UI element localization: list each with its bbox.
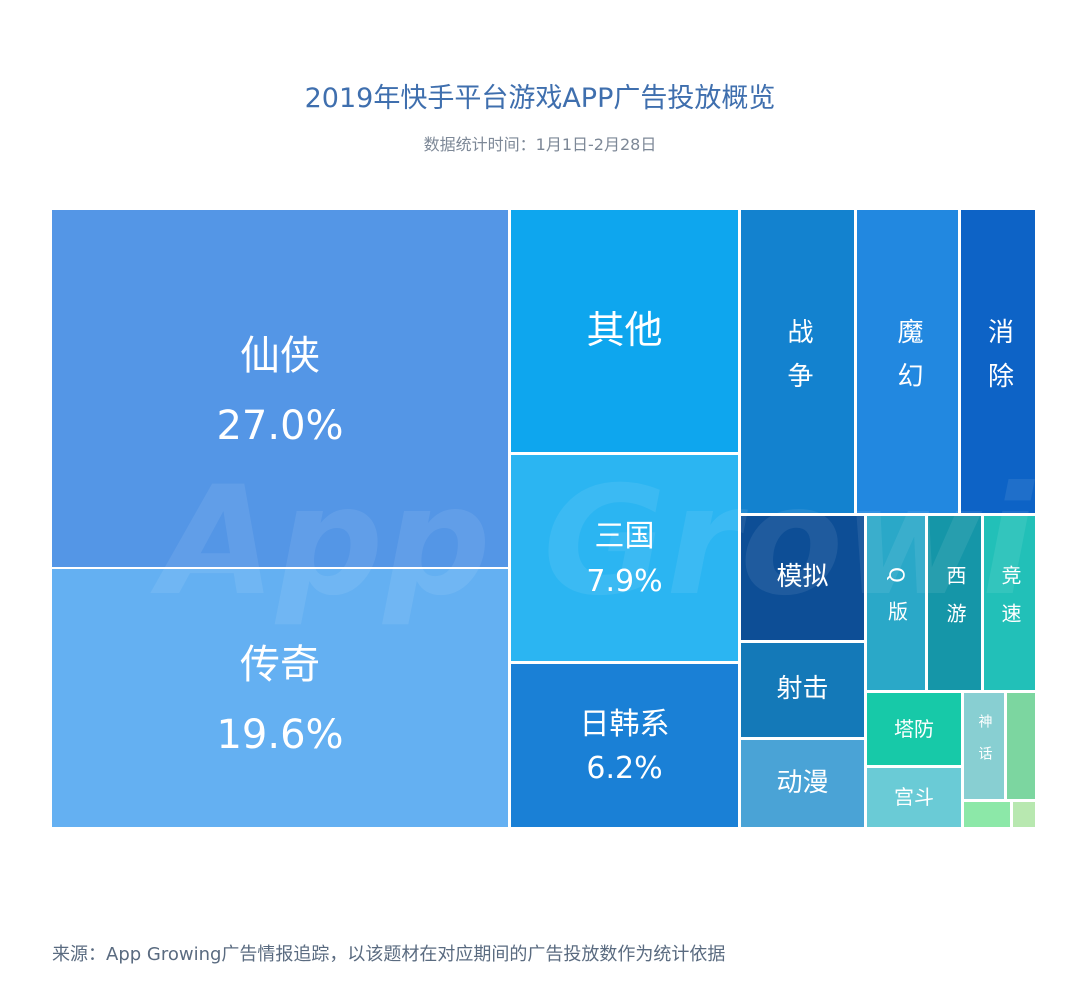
cell-label: 其他 [586, 308, 663, 353]
chart-title: 2019年快手平台游戏APP广告投放概览 [304, 83, 776, 114]
treemap-cell [1007, 693, 1035, 799]
cell-value-label: 19.6% [216, 712, 344, 758]
cell-label: 西游 [943, 565, 967, 641]
cell-label: 动漫 [776, 767, 829, 798]
cell-value-label: 27.0% [216, 402, 344, 449]
treemap-cell: 日韩系 6.2% [511, 664, 738, 827]
treemap-cell: 射击 [741, 643, 864, 737]
treemap-cell: 三国 7.9% [511, 455, 738, 661]
cell-label: 塔防 [894, 716, 934, 741]
cell-label: 竞速 [998, 565, 1022, 641]
cell-label: 模拟 [776, 562, 829, 593]
cell-label: 射击 [776, 674, 829, 705]
treemap-cell: 传奇 19.6% [52, 569, 508, 827]
treemap-cell: Q版 [867, 516, 925, 690]
cell-value-label: 6.2% [586, 751, 663, 787]
source-note: 来源：App Growing广告情报追踪，以该题材在对应期间的广告投放数作为统计… [52, 944, 726, 965]
treemap-cell: 竞速 [984, 516, 1035, 690]
treemap-cell: 其他 [511, 210, 738, 452]
cell-value-label: 7.9% [586, 563, 663, 599]
cell-label: 神话 [976, 714, 993, 778]
treemap-cell: 魔幻 [857, 210, 958, 513]
cell-label: 日韩系 [579, 706, 670, 742]
treemap-cell: 仙侠 27.0% [52, 210, 508, 567]
treemap-cell: 塔防 [867, 693, 961, 765]
cell-label: 魔幻 [893, 317, 924, 406]
cell-label: 仙侠 [240, 332, 320, 379]
treemap-cell: 战争 [741, 210, 854, 513]
treemap-cell: 神话 [964, 693, 1004, 799]
treemap-cell: 消除 [961, 210, 1035, 513]
cell-label: 消除 [983, 317, 1014, 406]
chart-subtitle: 数据统计时间：1月1日-2月28日 [423, 135, 657, 154]
treemap-cell [964, 802, 1010, 827]
cell-label: 战争 [783, 317, 814, 406]
cell-label: 三国 [594, 519, 655, 555]
cell-label: 宫斗 [894, 785, 934, 809]
treemap-cell: 西游 [928, 516, 981, 690]
treemap-cell: 动漫 [741, 740, 864, 827]
cell-label: 传奇 [240, 642, 320, 688]
cell-label: Q版 [884, 567, 909, 639]
treemap-cell: 模拟 [741, 516, 864, 640]
treemap-cell: 宫斗 [867, 768, 961, 827]
treemap-cell [1013, 802, 1035, 827]
